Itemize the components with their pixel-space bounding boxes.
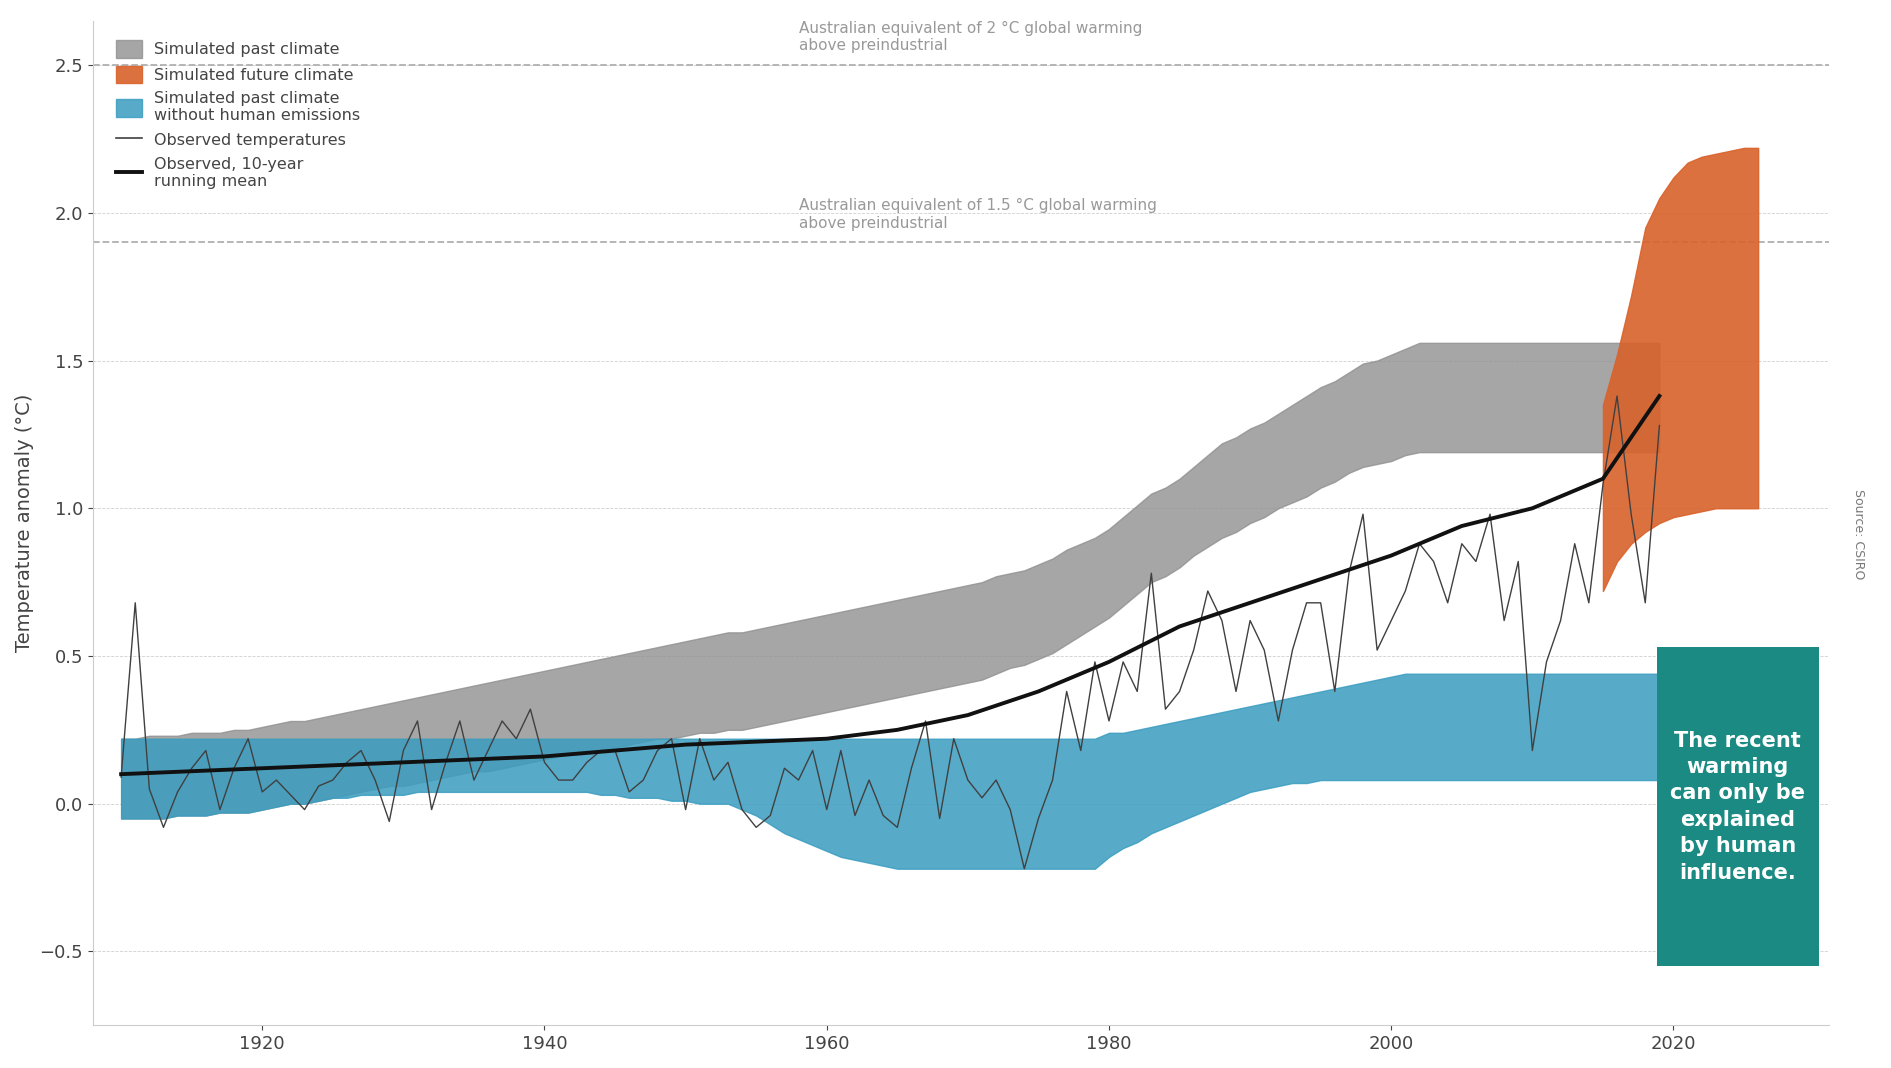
FancyBboxPatch shape: [1657, 647, 1819, 967]
Y-axis label: Temperature anomaly (°C): Temperature anomaly (°C): [15, 394, 34, 653]
Text: Australian equivalent of 1.5 °C global warming
above preindustrial: Australian equivalent of 1.5 °C global w…: [798, 199, 1157, 231]
Legend: Simulated past climate, Simulated future climate, Simulated past climate
without: Simulated past climate, Simulated future…: [110, 34, 367, 195]
Text: Source: CSIRO: Source: CSIRO: [1853, 489, 1865, 579]
Text: Australian equivalent of 2 °C global warming
above preindustrial: Australian equivalent of 2 °C global war…: [798, 21, 1142, 53]
Text: The recent
warming
can only be
explained
by human
influence.: The recent warming can only be explained…: [1670, 731, 1806, 882]
